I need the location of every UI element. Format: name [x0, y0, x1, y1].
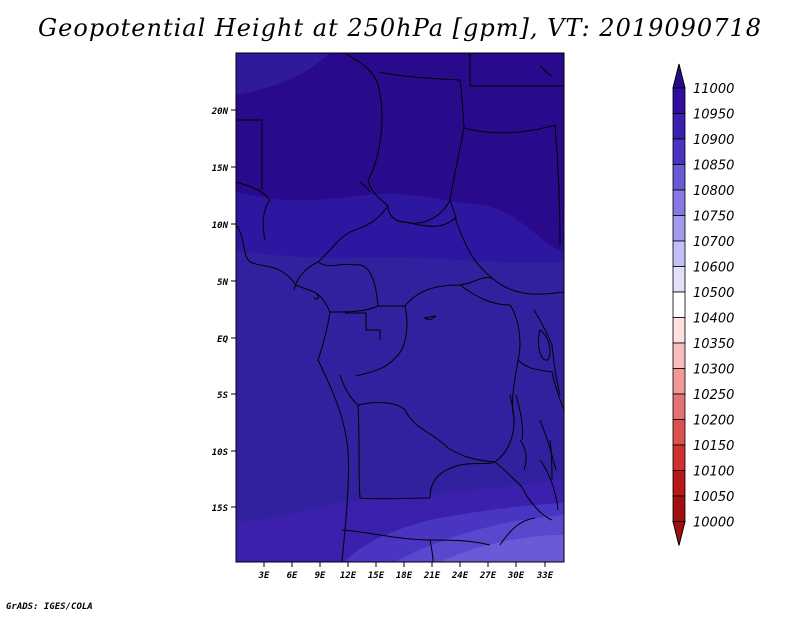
colorbar-label: 10050: [693, 490, 734, 505]
lon-label: 21E: [423, 571, 441, 581]
colorbar-swatch: [672, 113, 686, 140]
lat-label: 15S: [212, 504, 229, 514]
grads-credit: GrADS: IGES/COLA: [6, 602, 93, 612]
colorbar-swatch: [672, 419, 686, 446]
colorbar-swatch: [672, 215, 686, 242]
colorbar-swatch: [672, 291, 686, 318]
lat-label: 5S: [217, 391, 228, 401]
colorbar-swatch: [672, 266, 686, 293]
colorbar-label: 10750: [693, 210, 734, 225]
colorbar-swatch: [672, 164, 686, 191]
lon-label: 6E: [287, 571, 298, 581]
lon-label: 33E: [536, 571, 554, 581]
colorbar: 11000 10950 10900 10850 10800 10750 10700 10600…: [672, 63, 734, 546]
lon-label: 24E: [451, 571, 469, 581]
lon-label: 12E: [340, 571, 357, 581]
colorbar-label: 10400: [693, 312, 734, 327]
lat-label: 20N: [211, 107, 229, 117]
colorbar-label: 10950: [693, 108, 734, 123]
colorbar-label: 10900: [693, 133, 734, 148]
colorbar-swatch: [672, 138, 686, 165]
lon-label: 30E: [507, 571, 525, 581]
colorbar-swatch: [672, 87, 686, 114]
colorbar-label: 10850: [693, 159, 734, 174]
lon-label: 9E: [315, 571, 326, 581]
lon-label: 27E: [479, 571, 497, 581]
colorbar-label: 10350: [693, 337, 734, 352]
colorbar-swatch: [672, 368, 686, 395]
colorbar-label: 10100: [693, 465, 734, 480]
latitude-axis: 20N 15N 10N 5N EQ 5S 10S 15S: [211, 107, 236, 514]
colorbar-bottom-arrow: [672, 521, 686, 546]
colorbar-swatch: [672, 470, 686, 497]
colorbar-label: 10700: [693, 235, 734, 250]
colorbar-swatch: [672, 342, 686, 369]
lat-label: EQ: [217, 335, 228, 345]
lat-label: 15N: [212, 164, 229, 174]
lon-label: 15E: [368, 571, 385, 581]
lon-label: 18E: [396, 571, 413, 581]
colorbar-swatch: [672, 240, 686, 267]
map-panel: [235, 52, 565, 563]
colorbar-swatch: [672, 393, 686, 420]
lat-label: 5N: [217, 278, 228, 288]
colorbar-label: 10500: [693, 286, 734, 301]
lat-label: 10N: [212, 221, 229, 231]
colorbar-label: 10600: [693, 261, 734, 276]
colorbar-label: 10800: [693, 184, 734, 199]
longitude-axis: 3E 6E 9E 12E 15E 18E 21E 24E 27E 30E 33E: [258, 562, 554, 581]
colorbar-swatch: [672, 495, 686, 522]
colorbar-label: 10300: [693, 363, 734, 378]
map-title: Geopotential Height at 250hPa [gpm], VT:…: [38, 14, 762, 42]
colorbar-swatch: [672, 444, 686, 471]
lat-label: 10S: [212, 448, 229, 458]
colorbar-label: 10250: [693, 388, 734, 403]
colorbar-swatch: [672, 317, 686, 344]
colorbar-top-arrow: [672, 63, 686, 89]
colorbar-label: 10150: [693, 439, 734, 454]
colorbar-label: 10000: [693, 516, 734, 531]
colorbar-label: 11000: [693, 82, 734, 97]
colorbar-label: 10200: [693, 414, 734, 429]
colorbar-swatch: [672, 189, 686, 216]
lon-label: 3E: [258, 571, 270, 581]
